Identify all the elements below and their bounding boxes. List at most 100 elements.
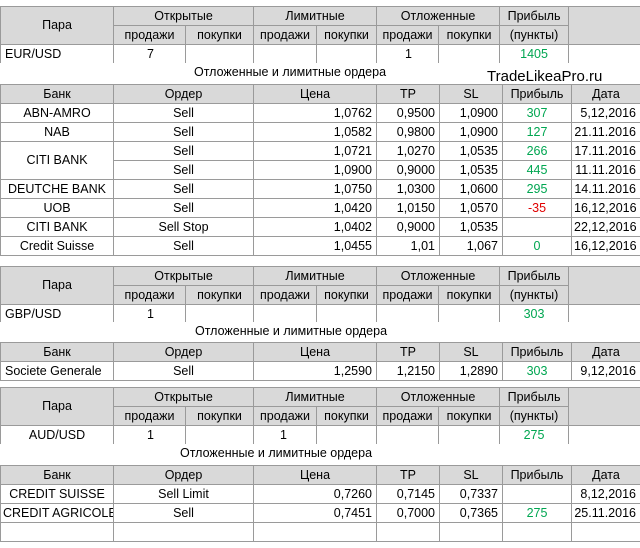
pair-header: Пара <box>0 387 114 426</box>
date-cell: 16,12,2016 <box>571 198 640 218</box>
tp-cell: 0,9000 <box>376 217 440 237</box>
open-header: Открытые <box>112 387 255 407</box>
summary-header-row: Пара Открытые Лимитные Отложенные Прибыл… <box>0 387 640 426</box>
tp-cell: 1,0150 <box>376 198 440 218</box>
order-cell: Sell <box>113 160 254 180</box>
bank-cell: CREDIT AGRICOLE <box>0 503 114 523</box>
sl-cell: 1,0535 <box>439 160 503 180</box>
tp-cell: 1,0270 <box>376 141 440 161</box>
limit-buy-cell <box>316 425 378 445</box>
orders-header-row: Банк Ордер Цена TP SL Прибыль Дата <box>0 342 640 362</box>
limit-buy-cell <box>316 44 378 64</box>
sl-cell: 0,7337 <box>439 484 503 504</box>
pending-sell-header: продажи <box>376 285 440 305</box>
pair-header: Пара <box>0 6 114 45</box>
order-header: Ордер <box>113 465 254 485</box>
order-header: Ордер <box>113 84 254 104</box>
profit-header: Прибыль <box>502 342 572 362</box>
order-cell: Sell <box>113 103 254 123</box>
order-header: Ордер <box>113 342 254 362</box>
pending-sell-header: продажи <box>376 25 440 45</box>
open-sell-cell: 1 <box>113 304 186 324</box>
limit-header: Лимитные <box>253 266 378 286</box>
sl-cell: 1,0535 <box>439 217 503 237</box>
orders-header-row: Банк Ордер Цена TP SL Прибыль Дата <box>0 465 640 485</box>
pending-sell-cell <box>376 304 440 324</box>
price-header: Цена <box>253 342 377 362</box>
open-header: Открытые <box>112 6 255 26</box>
open-header: Открытые <box>112 266 255 286</box>
limit-buy-cell <box>316 304 378 324</box>
date-cell: 22,12,2016 <box>571 217 640 237</box>
empty-cell <box>568 44 640 64</box>
bank-cell: DEUTCHE BANK <box>0 179 114 199</box>
order-cell: Sell <box>113 503 254 523</box>
price-header: Цена <box>253 84 377 104</box>
table-row: CREDIT SUISSE Sell Limit 0,7260 0,7145 0… <box>0 484 640 504</box>
sl-cell <box>439 522 503 542</box>
price-cell: 1,0402 <box>253 217 377 237</box>
table-row: Credit Suisse Sell 1,0455 1,01 1,067 0 1… <box>0 236 640 256</box>
bank-cell: CITI BANK <box>0 141 114 180</box>
tp-header: TP <box>376 342 440 362</box>
tp-cell: 1,01 <box>376 236 440 256</box>
date-header: Дата <box>571 465 640 485</box>
open-buy-header: покупки <box>184 406 255 426</box>
price-cell: 1,0420 <box>253 198 377 218</box>
bank-header: Банк <box>0 84 114 104</box>
limit-sell-cell: 1 <box>253 425 318 445</box>
order-cell: Sell <box>113 141 254 161</box>
summary-data-row: EUR/USD 7 1 1405 <box>0 44 640 64</box>
open-sell-header: продажи <box>113 285 186 305</box>
price-cell: 1,0762 <box>253 103 377 123</box>
section-title: Отложенные и лимитные ордера <box>0 63 640 81</box>
pending-buy-cell <box>438 304 501 324</box>
sl-header: SL <box>439 465 503 485</box>
price-cell: 0,7260 <box>253 484 377 504</box>
order-cell: Sell <box>113 236 254 256</box>
tp-cell: 0,9000 <box>376 160 440 180</box>
bank-cell: CITI BANK <box>0 217 114 237</box>
profit-header: Прибыль <box>499 266 570 286</box>
order-cell <box>113 522 254 542</box>
pending-sell-header: продажи <box>376 406 440 426</box>
sl-cell: 0,7365 <box>439 503 503 523</box>
tp-cell: 1,2150 <box>376 361 440 381</box>
bank-header: Банк <box>0 342 114 362</box>
empty-header <box>568 6 640 45</box>
table-row: ABN-AMRO Sell 1,0762 0,9500 1,0900 307 5… <box>0 103 640 123</box>
tp-cell: 0,9500 <box>376 103 440 123</box>
profit-cell <box>502 484 572 504</box>
section-title: Отложенные и лимитные ордера <box>0 322 640 340</box>
table-row: CITI BANK Sell 1,0721 1,0270 1,0535 266 … <box>0 141 640 180</box>
orders-header-row: Банк Ордер Цена TP SL Прибыль Дата <box>0 84 640 104</box>
limit-buy-header: покупки <box>316 406 378 426</box>
section-title: Отложенные и лимитные ордера <box>0 444 640 462</box>
profit-cell: 0 <box>502 236 572 256</box>
profit-cell <box>502 217 572 237</box>
open-sell-cell: 1 <box>113 425 186 445</box>
section-separator <box>0 381 640 386</box>
pending-buy-cell <box>438 44 501 64</box>
open-sell-header: продажи <box>113 25 186 45</box>
pending-buy-header: покупки <box>438 285 501 305</box>
profit-cell: 275 <box>499 425 570 445</box>
pending-buy-cell <box>438 425 501 445</box>
order-cell: Sell <box>113 361 254 381</box>
table-row: CREDIT AGRICOLE Sell 0,7451 0,7000 0,736… <box>0 503 640 523</box>
table-row: DEUTCHE BANK Sell 1,0750 1,0300 1,0600 2… <box>0 179 640 199</box>
open-buy-header: покупки <box>184 285 255 305</box>
profit-cell: 303 <box>502 361 572 381</box>
sl-cell: 1,0535 <box>439 141 503 161</box>
price-header: Цена <box>253 465 377 485</box>
sl-header: SL <box>439 84 503 104</box>
price-cell: 1,0455 <box>253 236 377 256</box>
profit-cell: 307 <box>502 103 572 123</box>
profit-cell: 303 <box>499 304 570 324</box>
sl-cell: 1,2890 <box>439 361 503 381</box>
price-cell: 1,0900 <box>253 160 377 180</box>
date-cell: 8,12,2016 <box>571 484 640 504</box>
bank-cell: UOB <box>0 198 114 218</box>
bank-cell: NAB <box>0 122 114 142</box>
table-row: UOB Sell 1,0420 1,0150 1,0570 -35 16,12,… <box>0 198 640 218</box>
